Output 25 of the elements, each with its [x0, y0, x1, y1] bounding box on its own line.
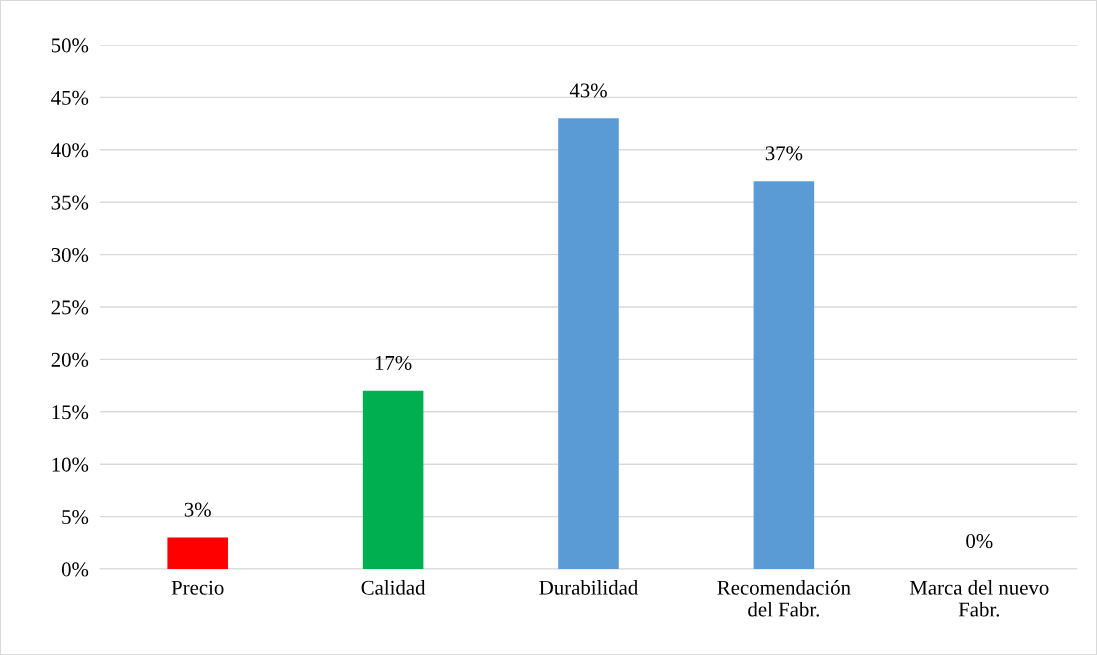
- bar: [558, 118, 619, 569]
- y-tick-label: 5%: [62, 509, 89, 525]
- bar: [753, 181, 815, 569]
- x-tick-label: Marca del nuevo Fabr.: [909, 580, 1049, 617]
- y-tick-label: 10%: [52, 457, 89, 472]
- data-label: 17%: [375, 355, 412, 371]
- y-tick-label: 0%: [61, 562, 89, 577]
- x-tick-label: Precio: [171, 580, 224, 595]
- data-label: 3%: [184, 502, 211, 517]
- data-label: 43%: [569, 83, 607, 98]
- y-tick-label: 30%: [51, 247, 89, 263]
- y-tick-label: 20%: [51, 352, 89, 367]
- y-tick-label: 50%: [51, 38, 89, 53]
- x-tick-label: Durabilidad: [539, 580, 638, 595]
- bar: [167, 537, 228, 569]
- y-tick-label: 45%: [51, 90, 89, 105]
- data-label: 37%: [765, 146, 803, 161]
- x-tick-label: Calidad: [361, 580, 426, 595]
- y-tick-label: 25%: [51, 300, 89, 315]
- bar: [362, 390, 424, 569]
- y-tick-label: 35%: [51, 195, 89, 210]
- x-tick-label: Recomendación del Fabr.: [717, 580, 851, 617]
- data-label: 0%: [966, 534, 993, 549]
- y-tick-label: 40%: [51, 143, 89, 158]
- y-tick-label: 15%: [52, 405, 89, 420]
